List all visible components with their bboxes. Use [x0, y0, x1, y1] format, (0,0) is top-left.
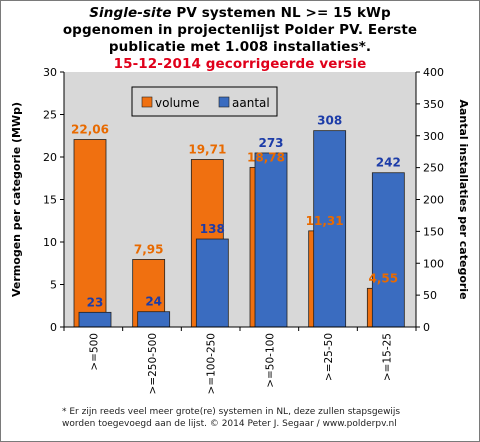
data-label-aantal-3: 273 [258, 136, 283, 150]
data-label-aantal-2: 138 [200, 222, 225, 236]
y-tick-label-4: 20 [43, 151, 57, 164]
chart-title-line2: opgenomen in projectenlijst Polder PV. E… [62, 22, 418, 38]
bar-aantal-0 [78, 311, 112, 328]
data-label-volume-2: 19,71 [188, 142, 226, 156]
legend-swatch-volume [141, 96, 153, 108]
data-label-volume-3: 18,78 [247, 150, 285, 164]
bar-aantal-2 [195, 238, 229, 328]
data-label-volume-1: 7,95 [134, 242, 164, 256]
y2-tick-label-6: 300 [423, 130, 444, 143]
y2-tick-label-4: 200 [423, 194, 444, 207]
chart-title-line3: publicatie met 1.008 installaties*. [108, 39, 372, 55]
footnote-line2: worden toegevoegd aan de lijst. © 2014 P… [62, 419, 397, 429]
y-axis-title: Vermogen per categorie (MWp) [10, 102, 23, 297]
bar-aantal-4 [313, 130, 347, 328]
y-tick-label-6: 30 [43, 66, 57, 79]
bar-aantal-5 [371, 172, 405, 328]
data-label-aantal-5: 242 [376, 156, 401, 170]
legend-swatch-aantal [218, 96, 230, 108]
title-rest: PV systemen NL >= 15 kWp [171, 5, 391, 21]
footnote: * Er zijn reeds veel meer grote(re) syst… [62, 406, 472, 430]
y2-tick-label-1: 50 [423, 289, 437, 302]
y2-tick-label-8: 400 [423, 66, 444, 79]
x-tick-label-0: >=500 [88, 333, 100, 371]
bar-aantal-1 [137, 311, 171, 328]
title-italic: Single-site [89, 5, 172, 21]
x-tick-label-4: >=25-50 [323, 333, 335, 381]
y-tick-label-2: 10 [43, 236, 57, 249]
legend-label-aantal: aantal [232, 96, 270, 110]
y-tick-label-1: 5 [50, 279, 57, 292]
x-tick-label-5: >=15-25 [382, 333, 394, 381]
y-tick-label-5: 25 [43, 109, 57, 122]
y-tick-label-0: 0 [50, 321, 57, 334]
data-label-aantal-4: 308 [317, 114, 342, 128]
y2-tick-label-0: 0 [423, 321, 430, 334]
x-tick-label-3: >=50-100 [264, 333, 276, 388]
x-tick-label-2: >=100-250 [206, 333, 218, 394]
bar-aantal-3 [254, 152, 288, 328]
y2-tick-label-3: 150 [423, 225, 444, 238]
footnote-line1: * Er zijn reeds veel meer grote(re) syst… [62, 407, 401, 417]
data-label-aantal-0: 23 [87, 295, 104, 309]
y2-tick-label-2: 100 [423, 257, 444, 270]
data-label-volume-5: 4,55 [369, 271, 399, 285]
x-tick-label-1: >=250-500 [147, 333, 159, 394]
data-label-aantal-1: 24 [145, 295, 162, 309]
chart-title-line1: Single-site PV systemen NL >= 15 kWp [0, 5, 480, 21]
data-label-volume-0: 22,06 [71, 122, 109, 136]
y2-tick-label-5: 250 [423, 162, 444, 175]
legend-box [131, 86, 278, 117]
y2-tick-label-7: 350 [423, 98, 444, 111]
legend-label-volume: volume [155, 96, 199, 110]
data-label-volume-4: 11,31 [306, 214, 344, 228]
y2-axis-title: Aantal installaties per categorie [457, 99, 470, 299]
chart-subtitle: 15-12-2014 gecorrigeerde versie [113, 56, 367, 72]
bar-volume-0 [73, 139, 107, 328]
y-tick-label-3: 15 [43, 194, 57, 207]
